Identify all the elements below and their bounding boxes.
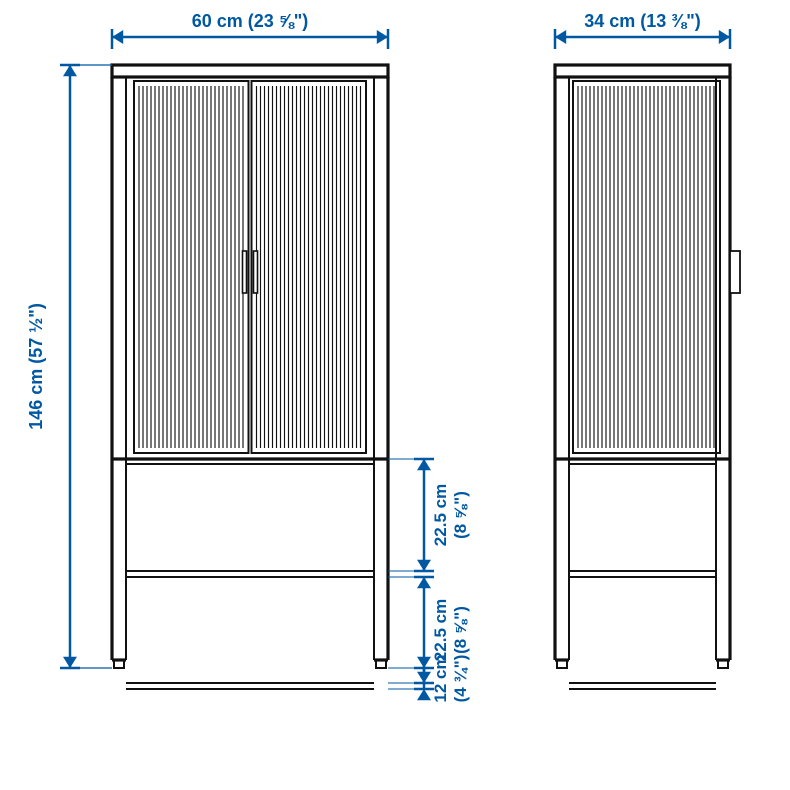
svg-text:(4 ¾"): (4 ¾") [451,655,470,703]
side-top-cap [555,65,730,77]
svg-text:(8 ⅝"): (8 ⅝") [451,606,470,654]
svg-text:22.5 cm: 22.5 cm [431,484,450,546]
dimension-drawing: 60 cm (23 ⅝")146 cm (57 ½")22.5 cm(8 ⅝")… [0,0,790,790]
svg-text:12 cm: 12 cm [431,654,450,702]
front-top-cap [112,65,388,77]
side-handle [730,251,740,293]
svg-text:34 cm (13 ⅜"): 34 cm (13 ⅜") [584,11,701,31]
front-ribbed-glass [139,86,361,448]
front-handle-left [243,251,247,293]
svg-text:(8 ⅝"): (8 ⅝") [451,491,470,539]
svg-text:146 cm (57 ½"): 146 cm (57 ½") [26,303,46,430]
svg-text:22.5 cm: 22.5 cm [431,599,450,661]
svg-text:60 cm (23 ⅝"): 60 cm (23 ⅝") [192,11,309,31]
front-handle-right [254,251,258,293]
